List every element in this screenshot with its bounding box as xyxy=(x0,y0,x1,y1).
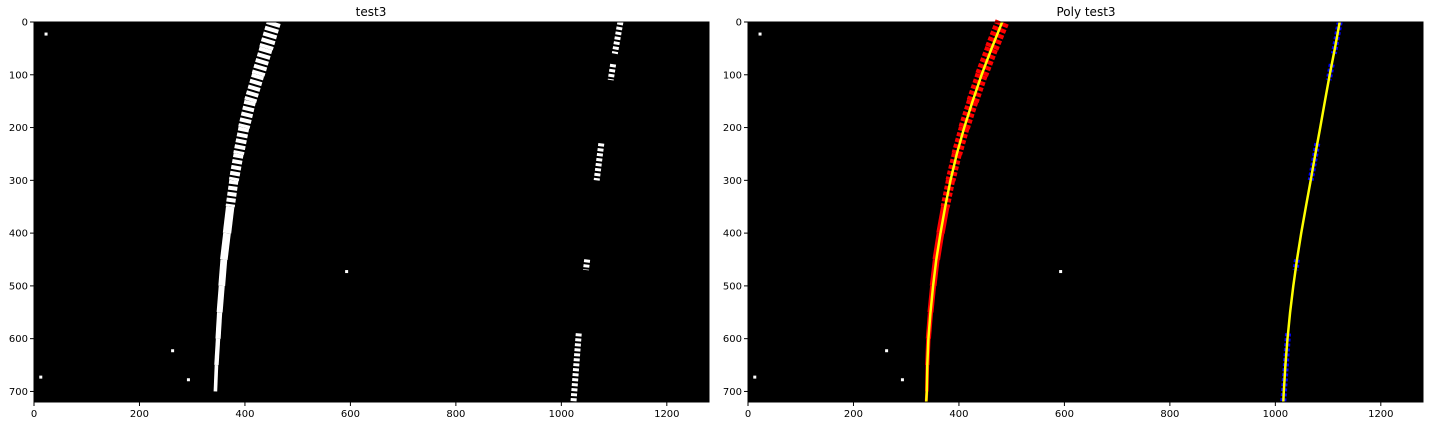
x-axis: 0 200 400 600 800 1000 1200 xyxy=(31,402,680,420)
x-tick-label: 400 xyxy=(235,409,254,420)
x-tick-label: 0 xyxy=(31,409,37,420)
chart-title: test3 xyxy=(356,5,387,19)
y-tick-label: 600 xyxy=(723,334,742,345)
x-tick-label: 1000 xyxy=(1263,409,1288,420)
y-tick-label: 0 xyxy=(22,18,28,29)
image-area xyxy=(748,22,1423,402)
y-tick-label: 600 xyxy=(9,334,28,345)
y-axis: 0 100 200 300 400 500 600 700 xyxy=(9,18,34,398)
right-lane-segment xyxy=(582,259,591,271)
x-tick-label: 600 xyxy=(341,409,360,420)
x-tick-label: 1200 xyxy=(654,409,679,420)
x-tick-label: 800 xyxy=(446,409,465,420)
axes-frame xyxy=(747,21,1424,403)
y-axis: 0 100 200 300 400 500 600 700 xyxy=(723,18,748,398)
noise-pixel xyxy=(171,349,175,353)
image-area xyxy=(34,22,709,402)
noise-pixel xyxy=(39,375,43,379)
right-lane-segment xyxy=(570,333,582,403)
x-tick-label: 400 xyxy=(949,409,968,420)
x-tick-label: 600 xyxy=(1055,409,1074,420)
y-tick-label: 100 xyxy=(9,70,28,81)
left-lane-segment xyxy=(251,46,273,77)
left-lane-segment xyxy=(216,285,225,313)
left-lane-segment xyxy=(218,259,228,287)
left-lane-segment xyxy=(214,338,221,366)
noise-pixel xyxy=(1059,270,1063,274)
left-lane-segment xyxy=(238,99,256,129)
right-lane-segment xyxy=(611,21,624,55)
y-tick-label: 100 xyxy=(723,70,742,81)
noise-pixel xyxy=(44,32,48,36)
left-lane-segment xyxy=(228,153,244,182)
left-lane-segment xyxy=(259,19,281,51)
noise-pixel xyxy=(186,378,190,382)
x-tick-label: 1000 xyxy=(549,409,574,420)
y-tick-label: 0 xyxy=(736,18,742,29)
y-tick-label: 700 xyxy=(723,387,742,398)
y-tick-label: 500 xyxy=(723,281,742,292)
subplot-left: test3 0 200 400 600 800 1000 1200 0 100 200 300 40… xyxy=(9,5,710,420)
noise-pixel xyxy=(900,378,904,382)
y-tick-label: 200 xyxy=(723,123,742,134)
left-lane-segment xyxy=(215,312,223,339)
x-tick-label: 0 xyxy=(745,409,751,420)
x-tick-label: 200 xyxy=(130,409,149,420)
polynomial-fits xyxy=(924,21,1341,403)
y-tick-label: 300 xyxy=(723,176,742,187)
y-tick-label: 500 xyxy=(9,281,28,292)
right-lane-segment xyxy=(593,143,605,181)
y-tick-label: 400 xyxy=(9,229,28,240)
left-lane-segment xyxy=(220,232,231,260)
lane-pixels xyxy=(39,19,624,403)
y-tick-label: 200 xyxy=(9,123,28,134)
left-lane-segment xyxy=(233,126,250,156)
y-tick-label: 700 xyxy=(9,387,28,398)
left-lane-segment xyxy=(213,364,219,392)
x-tick-label: 200 xyxy=(844,409,863,420)
subplot-right: Poly test3 0 200 400 600 800 1000 1200 0 100 200… xyxy=(723,5,1424,420)
right-fit-line xyxy=(1282,21,1341,403)
noise-pixel xyxy=(885,349,889,353)
right-lane-segment xyxy=(607,63,617,81)
left-lane-segment xyxy=(225,179,239,208)
noise-pixel xyxy=(758,32,762,36)
x-tick-label: 1200 xyxy=(1368,409,1393,420)
noise-pixel xyxy=(753,375,757,379)
x-axis: 0 200 400 600 800 1000 1200 xyxy=(745,402,1394,420)
left-fit-line xyxy=(924,21,1004,403)
y-tick-label: 300 xyxy=(9,176,28,187)
left-lane-segment xyxy=(244,72,265,103)
chart-title: Poly test3 xyxy=(1056,5,1115,19)
left-lane-segment xyxy=(222,206,235,234)
axes-frame xyxy=(33,21,710,403)
x-tick-label: 800 xyxy=(1160,409,1179,420)
noise-pixel xyxy=(345,270,349,274)
y-tick-label: 400 xyxy=(723,229,742,240)
